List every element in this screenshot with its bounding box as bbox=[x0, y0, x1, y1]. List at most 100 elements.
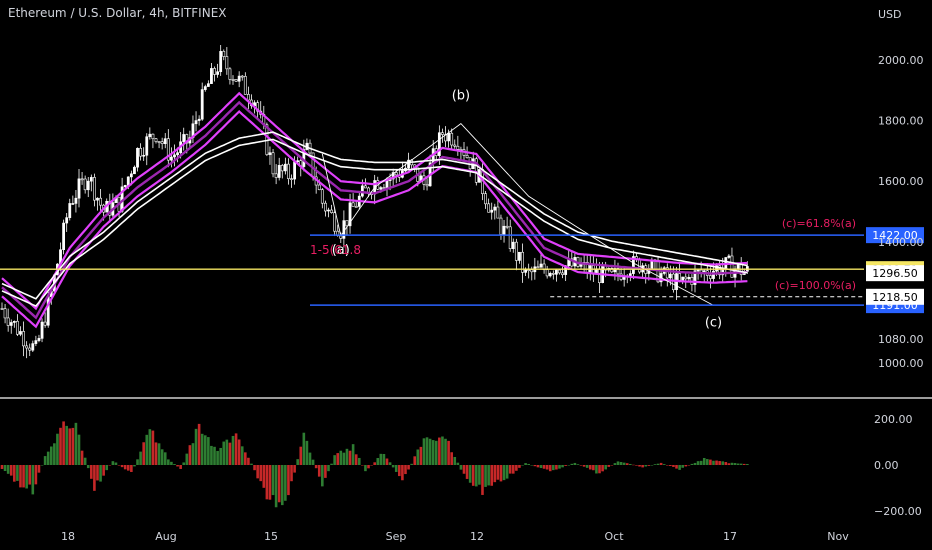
oscillator-bar bbox=[314, 465, 318, 469]
oscillator-bar bbox=[259, 465, 263, 482]
oscillator-bar bbox=[327, 465, 330, 472]
oscillator-bar bbox=[200, 433, 204, 465]
oscillator-bar bbox=[207, 437, 210, 465]
oscillator-bar bbox=[53, 443, 56, 465]
oscillator-bar bbox=[83, 457, 87, 465]
candle-body bbox=[496, 206, 500, 219]
candle-body bbox=[126, 176, 130, 186]
candle-body bbox=[502, 225, 506, 235]
osc-y-tick-label: −200.00 bbox=[874, 505, 922, 518]
oscillator-bar bbox=[733, 463, 737, 465]
oscillator-bar bbox=[34, 465, 38, 485]
oscillator-bar bbox=[536, 465, 540, 468]
candle-body bbox=[277, 165, 281, 178]
fib-extension-label: 1-5(61.8 bbox=[310, 243, 361, 257]
x-tick-label: 12 bbox=[470, 530, 484, 543]
candle-body bbox=[139, 147, 143, 157]
candle-body bbox=[712, 270, 715, 279]
candle-body bbox=[558, 269, 561, 274]
candle-body bbox=[219, 51, 223, 73]
oscillator-bar bbox=[342, 452, 346, 465]
candle-body bbox=[551, 273, 555, 275]
candle-body bbox=[474, 158, 478, 183]
candle-body bbox=[0, 308, 4, 310]
wave-label: (a) bbox=[332, 243, 350, 258]
candle-body bbox=[708, 275, 712, 279]
candle-body bbox=[290, 178, 293, 180]
oscillator-bar bbox=[438, 437, 441, 465]
oscillator-bar bbox=[77, 434, 81, 465]
oscillator-bar bbox=[219, 447, 222, 465]
oscillator-bar bbox=[736, 463, 740, 465]
oscillator-bar bbox=[290, 465, 293, 482]
fib-level-label: (c)=100.0%(a) bbox=[775, 279, 856, 292]
candle-body bbox=[327, 209, 330, 212]
oscillator-bar bbox=[542, 465, 546, 469]
x-tick-label: 17 bbox=[723, 530, 737, 543]
oscillator-bar bbox=[262, 465, 266, 488]
candle-body bbox=[206, 83, 210, 87]
oscillator-bar bbox=[681, 465, 684, 468]
oscillator-bar bbox=[311, 459, 315, 465]
oscillator-bar bbox=[398, 465, 401, 477]
oscillator-bar bbox=[182, 462, 186, 465]
candle-body bbox=[83, 178, 87, 191]
candle-body bbox=[231, 79, 235, 81]
moving-average-lines bbox=[1, 91, 748, 329]
oscillator-bar bbox=[244, 452, 247, 465]
oscillator-bar bbox=[240, 446, 244, 465]
candle-body bbox=[511, 241, 515, 249]
candle-body bbox=[136, 147, 139, 168]
oscillator-bar bbox=[647, 465, 651, 466]
candle-body bbox=[548, 273, 552, 277]
oscillator-bar bbox=[126, 465, 130, 471]
oscillator-bar bbox=[22, 465, 25, 488]
candle-body bbox=[333, 212, 337, 232]
oscillator-bar bbox=[407, 465, 410, 470]
candle-body bbox=[514, 241, 518, 261]
oscillator-bar bbox=[524, 463, 527, 465]
oscillator-bar bbox=[739, 463, 743, 465]
candle-body bbox=[693, 270, 697, 285]
oscillator-bar bbox=[684, 465, 688, 467]
candle-body bbox=[280, 165, 284, 172]
candle-body bbox=[493, 206, 497, 211]
candle-body bbox=[283, 163, 287, 172]
oscillator-bar bbox=[139, 451, 142, 465]
oscillator-bar bbox=[142, 442, 145, 465]
oscillator-bar bbox=[431, 440, 435, 465]
oscillator-bar bbox=[13, 465, 16, 482]
oscillator-bar bbox=[573, 462, 577, 465]
candle-body bbox=[77, 178, 81, 199]
candle-body bbox=[240, 75, 244, 78]
oscillator-bar bbox=[610, 465, 614, 466]
oscillator-bar bbox=[388, 462, 392, 465]
oscillator-bar bbox=[114, 462, 118, 465]
candle-body bbox=[15, 320, 19, 335]
oscillator-bar bbox=[724, 462, 728, 465]
oscillator-bar bbox=[576, 464, 580, 465]
oscillator-bar bbox=[471, 465, 475, 486]
candle-body bbox=[616, 268, 620, 275]
candle-body bbox=[228, 68, 232, 80]
oscillator-bar bbox=[582, 465, 586, 467]
y-tick-label: 1080.00 bbox=[878, 333, 924, 346]
candle-body bbox=[687, 276, 691, 280]
candle-body bbox=[194, 120, 198, 125]
oscillator-bar bbox=[561, 465, 564, 468]
oscillator-bar bbox=[706, 459, 709, 465]
oscillator-bar bbox=[459, 465, 463, 470]
oscillator-bar bbox=[379, 453, 383, 465]
oscillator-bar bbox=[453, 456, 457, 465]
oscillator-bar bbox=[730, 462, 734, 465]
candle-body bbox=[296, 160, 300, 163]
candle-body bbox=[391, 172, 395, 180]
oscillator-bar bbox=[179, 465, 182, 469]
oscillator-bar bbox=[333, 455, 336, 465]
oscillator-bar bbox=[68, 428, 72, 465]
candle-body bbox=[142, 154, 146, 157]
candle-body bbox=[96, 197, 99, 201]
oscillator-bar bbox=[715, 460, 718, 465]
oscillator-bar bbox=[108, 465, 112, 466]
